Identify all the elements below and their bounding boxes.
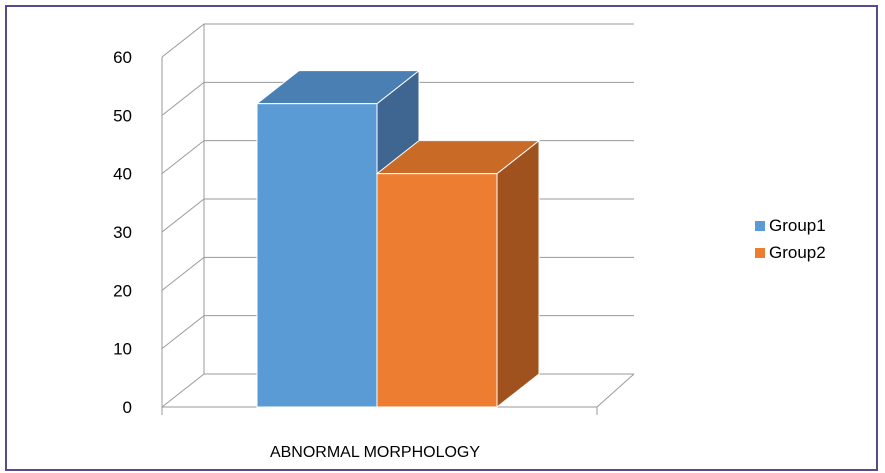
bar-front-face	[256, 103, 378, 408]
y-tick-label: 60	[113, 48, 132, 67]
y-tick-label: 40	[113, 165, 132, 184]
legend-label: Group2	[769, 243, 826, 262]
y-tick-label: 50	[113, 106, 132, 125]
y-axis-ticks: 0 10 20 30 40 50 60	[113, 48, 132, 417]
legend-swatch	[755, 248, 765, 258]
gridlines	[161, 23, 635, 415]
bars	[255, 69, 541, 409]
legend-label: Group1	[769, 216, 826, 235]
y-tick-label: 10	[113, 340, 132, 359]
legend: Group1 Group2	[755, 216, 826, 262]
category-label: ABNORMAL MORPHOLOGY	[270, 444, 480, 461]
bar-side-face	[496, 139, 540, 409]
bar-chart: 0 10 20 30 40 50 60 ABNORMAL MORPHOLOGY Group1…	[113, 23, 826, 461]
y-tick-label: 20	[113, 281, 132, 300]
bar-front-face	[376, 173, 498, 408]
gridline-6	[161, 23, 634, 58]
y-tick-label: 0	[123, 398, 132, 417]
legend-swatch	[755, 221, 765, 231]
bar-group2	[375, 139, 541, 409]
y-tick-label: 30	[113, 223, 132, 242]
chart-frame: 0 10 20 30 40 50 60 ABNORMAL MORPHOLOGY Group1…	[5, 5, 878, 471]
